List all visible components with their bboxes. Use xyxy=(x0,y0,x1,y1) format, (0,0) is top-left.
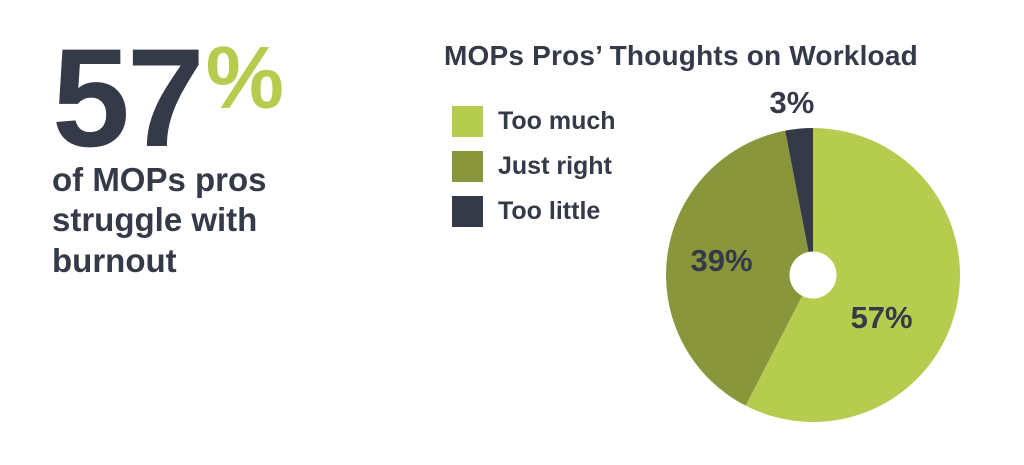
legend-item: Too much xyxy=(452,106,616,137)
legend-label: Too little xyxy=(498,197,601,225)
stat-caption: of MOPs pros struggle with burnout xyxy=(52,161,267,279)
pie-slice xyxy=(785,128,813,275)
slice-label: 57% xyxy=(850,299,913,335)
pie-slice xyxy=(666,130,813,406)
pie-svg xyxy=(666,128,960,423)
slice-label: 39% xyxy=(690,242,753,278)
chart-legend: Too much Just right Too little xyxy=(452,106,616,227)
chart-title: MOPs Pros’ Thoughts on Workload xyxy=(444,40,918,71)
legend-swatch xyxy=(452,106,483,137)
legend-swatch xyxy=(452,196,483,227)
legend-label: Too much xyxy=(498,107,616,135)
legend-item: Just right xyxy=(452,151,616,182)
donut-hole xyxy=(789,251,837,299)
legend-label: Just right xyxy=(498,152,612,180)
pie-chart: 57% 39% 3% xyxy=(663,85,963,431)
legend-item: Too little xyxy=(452,196,616,227)
legend-swatch xyxy=(452,151,483,182)
burnout-stat-block: 57% of MOPs pros struggle with burnout xyxy=(52,28,284,279)
stat-percent-sign: % xyxy=(205,28,284,127)
slice-label: 3% xyxy=(769,84,815,120)
stat-number: 57 xyxy=(52,19,205,176)
pie-slice xyxy=(745,128,960,423)
stat-big-number: 57% xyxy=(52,28,284,168)
